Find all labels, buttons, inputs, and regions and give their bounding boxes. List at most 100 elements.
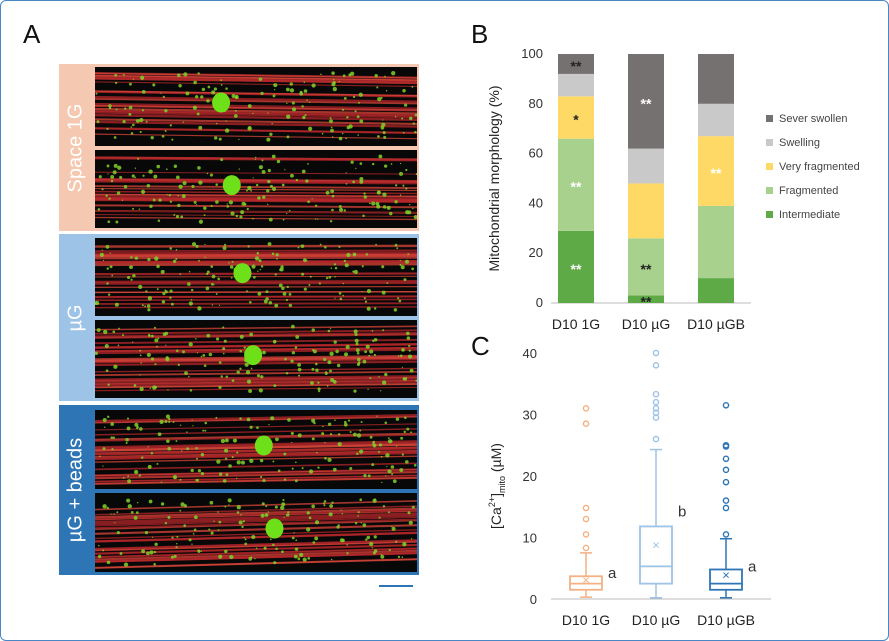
bar-segment-fragmented — [628, 238, 664, 296]
outlier-point — [652, 361, 660, 369]
y-tick-label: 40 — [523, 346, 537, 361]
panel-label-c: C — [471, 331, 490, 361]
bar-segment-intermediate — [558, 230, 594, 303]
outlier-point — [582, 420, 590, 428]
panel-label-a: A — [23, 19, 41, 49]
y-tick-label: 80 — [529, 96, 543, 111]
y-tick-label: 100 — [521, 46, 543, 61]
legend-swatch — [766, 163, 773, 170]
mean-marker: × — [722, 567, 730, 582]
bar-segment-very-fragmented — [558, 96, 594, 139]
y-axis-label: [Ca2+]mito (µM) — [487, 443, 507, 529]
x-tick-label: D10 µG — [622, 316, 671, 332]
bar-segment-intermediate — [698, 278, 734, 303]
group-letter: a — [748, 558, 757, 575]
significance-marker: ** — [571, 179, 582, 195]
outlier-point — [722, 441, 730, 449]
y-tick-label: 30 — [523, 408, 537, 423]
outlier-point — [722, 455, 730, 463]
legend-swatch — [766, 211, 773, 218]
x-tick-label: D10 µGB — [697, 612, 755, 628]
significance-marker: ** — [571, 58, 582, 74]
outlier-point — [582, 504, 590, 512]
outlier-point — [582, 544, 590, 552]
box-d10-1g: × a — [569, 405, 617, 598]
legend-swatch — [766, 115, 773, 122]
micrograph — [95, 238, 417, 316]
legend-label: Intermediate — [779, 209, 840, 221]
y-tick-label: 20 — [523, 469, 537, 484]
micrograph — [95, 410, 417, 489]
y-tick-label: 0 — [536, 295, 543, 310]
significance-marker: * — [573, 111, 579, 127]
legend-swatch — [766, 139, 773, 146]
legend-label: Sever swollen — [779, 113, 847, 125]
y-tick-label: 10 — [523, 531, 537, 546]
micrograph — [95, 493, 417, 572]
outlier-point — [652, 405, 660, 412]
box-d10-µgb: × a — [709, 401, 757, 599]
legend-swatch — [766, 187, 773, 194]
group-label: Space 1G — [64, 103, 87, 192]
y-tick-label: 0 — [530, 592, 537, 607]
group-letter: a — [608, 565, 617, 582]
bar-segment-fragmented — [698, 205, 734, 279]
outlier-point — [722, 497, 730, 504]
bar-segment-very-fragmented — [698, 136, 734, 206]
significance-marker: ** — [711, 165, 722, 181]
outlier-point — [652, 435, 660, 443]
significance-marker: ** — [641, 95, 652, 111]
micrograph — [95, 320, 417, 398]
y-axis-label: Mitochondrial morphology (%) — [486, 86, 502, 272]
y-tick-label: 60 — [529, 146, 543, 161]
y-tick-label: 20 — [529, 245, 543, 260]
group-letter: b — [678, 503, 686, 520]
panel-label-b: B — [471, 19, 489, 49]
bar-segment-sever-swollen — [628, 54, 664, 149]
bar-segment-swelling — [558, 73, 594, 97]
group-ug: µG — [59, 234, 419, 401]
group-label-bar: µG + beads — [59, 405, 93, 575]
iqr-box — [639, 525, 673, 585]
outlier-point — [582, 405, 590, 412]
outlier-point — [722, 504, 730, 512]
bar-segment-very-fragmented — [628, 183, 664, 239]
outlier-point — [722, 478, 730, 486]
outlier-point — [722, 401, 730, 409]
legend-label: Swelling — [779, 137, 820, 149]
outlier-point — [582, 515, 590, 523]
outlier-point — [582, 531, 590, 538]
significance-marker: ** — [641, 293, 652, 309]
group-label-bar: Space 1G — [59, 64, 93, 231]
outlier-point — [652, 349, 660, 357]
micrograph — [95, 150, 417, 228]
group-ug-beads: µG + beads — [59, 405, 419, 575]
significance-marker: ** — [641, 261, 652, 277]
outlier-point — [652, 390, 660, 398]
x-tick-label: D10 1G — [552, 316, 600, 332]
mitochondrial-morphology-chart: 0 20 40 60 80 100 Mitochondrial morphology (%)… — [486, 46, 860, 332]
y-tick-label: 40 — [529, 195, 543, 210]
x-tick-label: D10 µGB — [687, 316, 745, 332]
outlier-point — [652, 409, 660, 416]
bar-segment-swelling — [698, 103, 734, 137]
group-label: µG + beads — [64, 437, 87, 543]
bar-segment-sever-swollen — [698, 54, 734, 104]
outlier-point — [722, 531, 730, 538]
box-d10-µg: ×b — [639, 349, 686, 599]
mean-marker: × — [582, 572, 590, 587]
x-tick-label: D10 1G — [562, 612, 610, 628]
bar-segment-sever-swollen — [558, 54, 594, 74]
group-label: µG — [64, 303, 87, 332]
legend-label: Fragmented — [779, 185, 838, 197]
iqr-box — [709, 568, 743, 591]
bar-segment-fragmented — [558, 138, 594, 231]
bar-segment-intermediate — [628, 295, 664, 303]
outlier-point — [722, 466, 730, 474]
outlier-point — [652, 398, 660, 406]
legend-label: Very fragmented — [779, 161, 860, 173]
x-tick-label: D10 µG — [632, 612, 681, 628]
scale-bar — [379, 585, 413, 587]
